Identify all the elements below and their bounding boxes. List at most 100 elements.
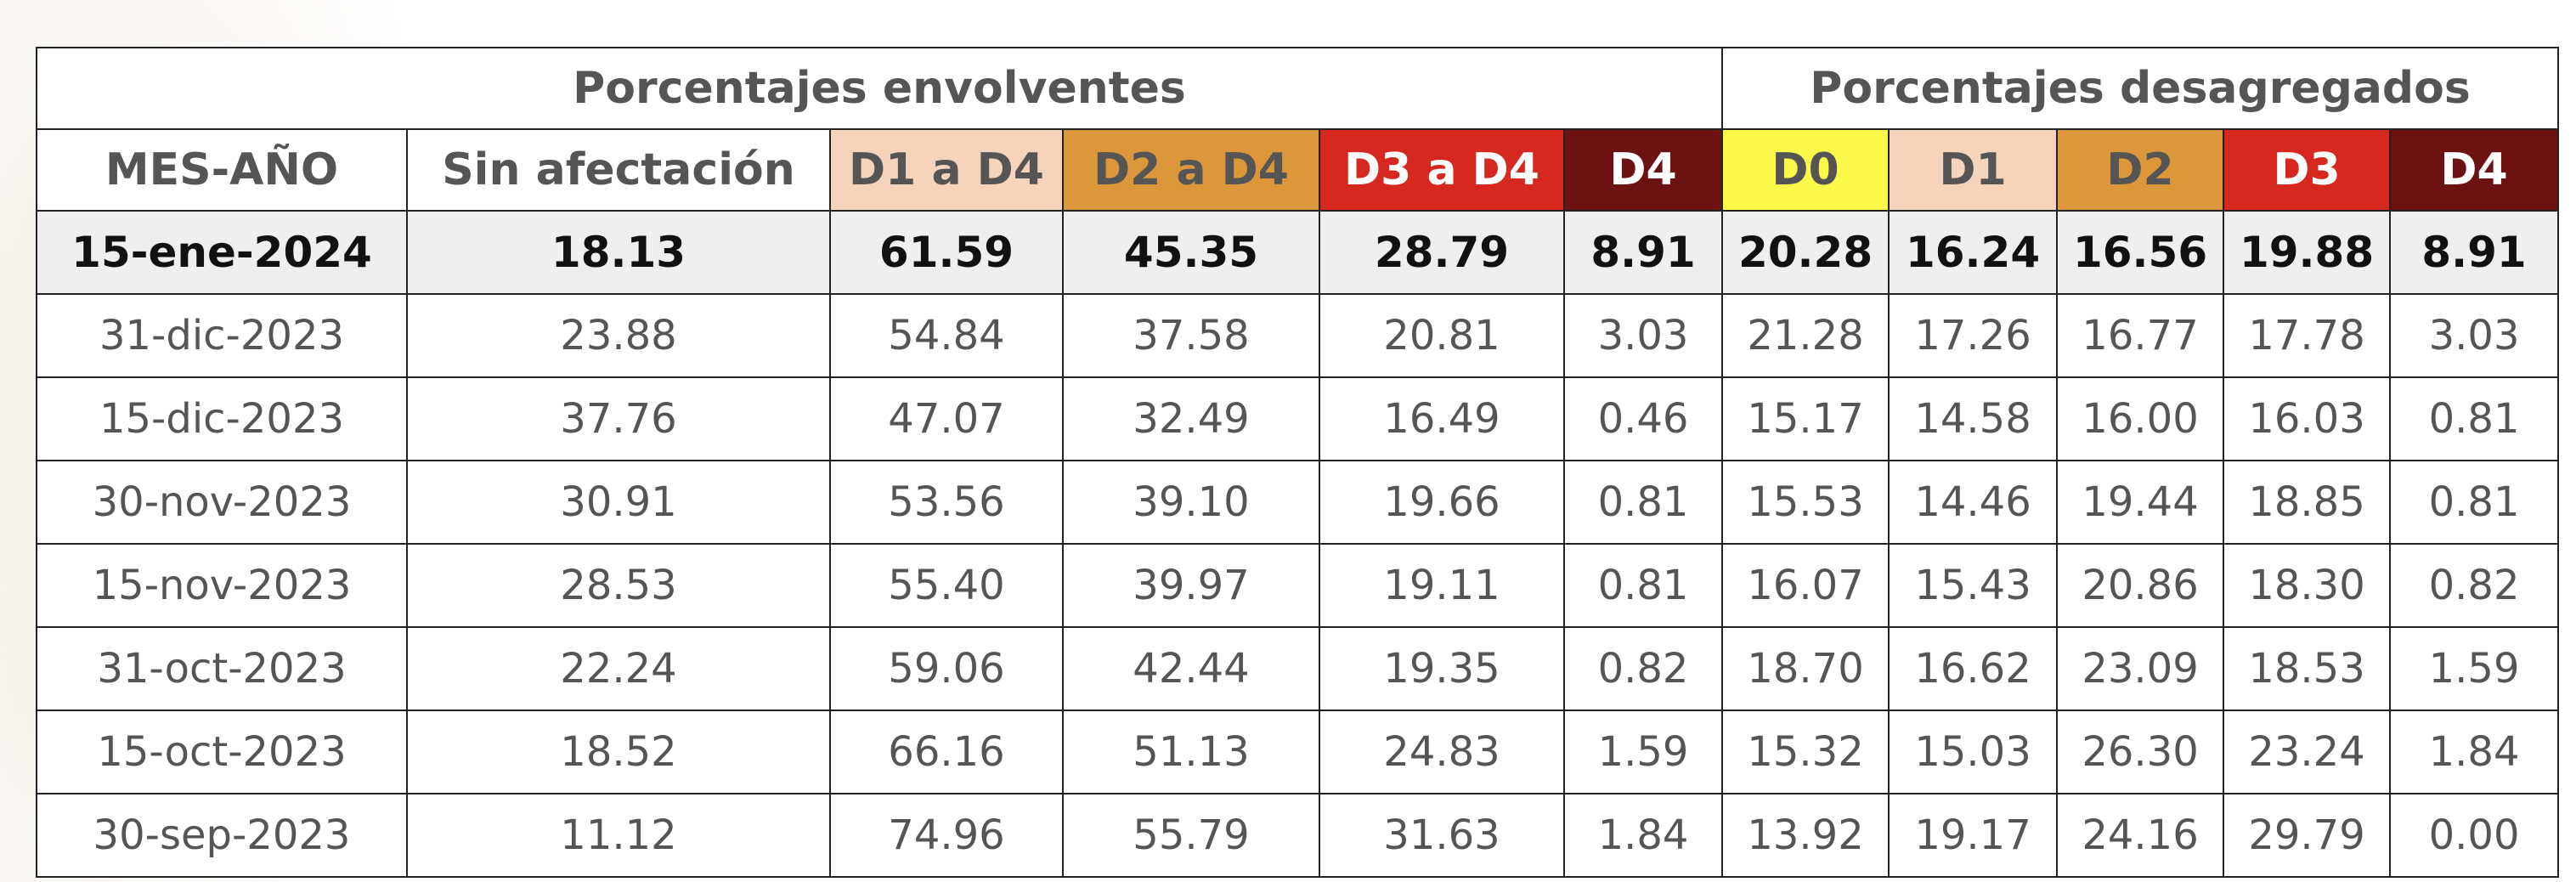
value-cell: 22.24 — [406, 626, 831, 711]
value-cell: 16.07 — [1721, 543, 1890, 628]
drought-percentages-table: Porcentajes envolventes Porcentajes desa… — [35, 47, 2560, 878]
value-cell: 30.91 — [406, 460, 831, 545]
value-cell: 19.35 — [1319, 626, 1565, 711]
value-cell: 24.83 — [1319, 710, 1565, 794]
value-cell: 3.03 — [1562, 293, 1724, 378]
column-header-d2-a-d4: D2 a D4 — [1062, 128, 1320, 212]
value-cell: 16.62 — [1888, 626, 2059, 711]
value-cell: 47.07 — [829, 376, 1064, 461]
value-cell: 3.03 — [2389, 293, 2560, 378]
table-row: 15-nov-2023 28.53 55.40 39.97 19.11 0.81 16.07… — [36, 543, 2560, 628]
value-cell: 51.13 — [1062, 710, 1320, 794]
value-cell: 19.66 — [1319, 460, 1565, 545]
value-cell: 32.49 — [1062, 376, 1320, 461]
table-row: 31-oct-2023 22.24 59.06 42.44 19.35 0.82 18.70… — [36, 626, 2560, 711]
value-cell: 74.96 — [829, 793, 1064, 878]
date-cell: 15-dic-2023 — [36, 376, 408, 461]
value-cell: 61.59 — [829, 210, 1064, 295]
value-cell: 15.03 — [1888, 710, 2059, 794]
value-cell: 16.00 — [2056, 376, 2225, 461]
column-header-d3-a-d4: D3 a D4 — [1319, 128, 1565, 212]
value-cell: 16.24 — [1888, 210, 2059, 295]
value-cell: 8.91 — [2389, 210, 2560, 295]
value-cell: 20.28 — [1721, 210, 1890, 295]
table-row: 30-nov-2023 30.91 53.56 39.10 19.66 0.81 15.53… — [36, 460, 2560, 545]
value-cell: 23.24 — [2223, 710, 2392, 794]
value-cell: 1.84 — [2389, 710, 2560, 794]
value-cell: 42.44 — [1062, 626, 1320, 711]
value-cell: 18.70 — [1721, 626, 1890, 711]
value-cell: 39.97 — [1062, 543, 1320, 628]
value-cell: 54.84 — [829, 293, 1064, 378]
value-cell: 18.13 — [406, 210, 831, 295]
value-cell: 0.81 — [1562, 543, 1724, 628]
value-cell: 37.76 — [406, 376, 831, 461]
value-cell: 0.81 — [2389, 460, 2560, 545]
value-cell: 24.16 — [2056, 793, 2225, 878]
value-cell: 0.81 — [1562, 460, 1724, 545]
value-cell: 29.79 — [2223, 793, 2392, 878]
group-header-row: Porcentajes envolventes Porcentajes desa… — [35, 47, 2560, 130]
column-header-d1: D1 — [1888, 128, 2059, 212]
value-cell: 16.77 — [2056, 293, 2225, 378]
value-cell: 0.82 — [2389, 543, 2560, 628]
value-cell: 18.85 — [2223, 460, 2392, 545]
value-cell: 18.30 — [2223, 543, 2392, 628]
value-cell: 19.17 — [1888, 793, 2059, 878]
column-header-mes-ano: MES-AÑO — [36, 128, 408, 212]
value-cell: 11.12 — [406, 793, 831, 878]
value-cell: 39.10 — [1062, 460, 1320, 545]
group-header-desagregados: Porcentajes desagregados — [1721, 47, 2560, 130]
column-header-sin-afectacion: Sin afectación — [406, 128, 831, 212]
value-cell: 59.06 — [829, 626, 1064, 711]
column-header-d2: D2 — [2056, 128, 2225, 212]
group-header-envolventes: Porcentajes envolventes — [35, 47, 1724, 130]
value-cell: 16.56 — [2056, 210, 2225, 295]
value-cell: 37.58 — [1062, 293, 1320, 378]
value-cell: 15.53 — [1721, 460, 1890, 545]
value-cell: 14.46 — [1888, 460, 2059, 545]
column-header-d4-envolvente: D4 — [1562, 128, 1724, 212]
table-row: 31-dic-2023 23.88 54.84 37.58 20.81 3.03 21.28… — [36, 293, 2560, 378]
date-cell: 15-ene-2024 — [36, 210, 408, 295]
date-cell: 30-sep-2023 — [36, 793, 408, 878]
column-header-d0: D0 — [1721, 128, 1890, 212]
value-cell: 19.88 — [2223, 210, 2392, 295]
value-cell: 16.03 — [2223, 376, 2392, 461]
value-cell: 15.32 — [1721, 710, 1890, 794]
date-cell: 30-nov-2023 — [36, 460, 408, 545]
value-cell: 0.82 — [1562, 626, 1724, 711]
value-cell: 0.00 — [2389, 793, 2560, 878]
value-cell: 17.26 — [1888, 293, 2059, 378]
date-cell: 31-dic-2023 — [36, 293, 408, 378]
value-cell: 28.53 — [406, 543, 831, 628]
table-row-latest: 15-ene-2024 18.13 61.59 45.35 28.79 8.91 20.28… — [36, 210, 2560, 295]
value-cell: 0.46 — [1562, 376, 1724, 461]
value-cell: 45.35 — [1062, 210, 1320, 295]
value-cell: 66.16 — [829, 710, 1064, 794]
column-header-d4-desagregado: D4 — [2389, 128, 2560, 212]
column-header-d1-a-d4: D1 a D4 — [829, 128, 1064, 212]
value-cell: 13.92 — [1721, 793, 1890, 878]
value-cell: 17.78 — [2223, 293, 2392, 378]
value-cell: 26.30 — [2056, 710, 2225, 794]
value-cell: 15.17 — [1721, 376, 1890, 461]
value-cell: 53.56 — [829, 460, 1064, 545]
value-cell: 18.53 — [2223, 626, 2392, 711]
value-cell: 28.79 — [1319, 210, 1565, 295]
table-row: 30-sep-2023 11.12 74.96 55.79 31.63 1.84 13.92… — [36, 793, 2560, 878]
value-cell: 19.44 — [2056, 460, 2225, 545]
date-cell: 31-oct-2023 — [36, 626, 408, 711]
table-row: 15-dic-2023 37.76 47.07 32.49 16.49 0.46 15.17… — [36, 376, 2560, 461]
date-cell: 15-oct-2023 — [36, 710, 408, 794]
value-cell: 0.81 — [2389, 376, 2560, 461]
value-cell: 23.09 — [2056, 626, 2225, 711]
value-cell: 20.86 — [2056, 543, 2225, 628]
value-cell: 21.28 — [1721, 293, 1890, 378]
value-cell: 1.59 — [2389, 626, 2560, 711]
column-header-d3: D3 — [2223, 128, 2392, 212]
value-cell: 23.88 — [406, 293, 831, 378]
value-cell: 1.59 — [1562, 710, 1724, 794]
table-row: 15-oct-2023 18.52 66.16 51.13 24.83 1.59 15.32… — [36, 710, 2560, 794]
value-cell: 8.91 — [1562, 210, 1724, 295]
